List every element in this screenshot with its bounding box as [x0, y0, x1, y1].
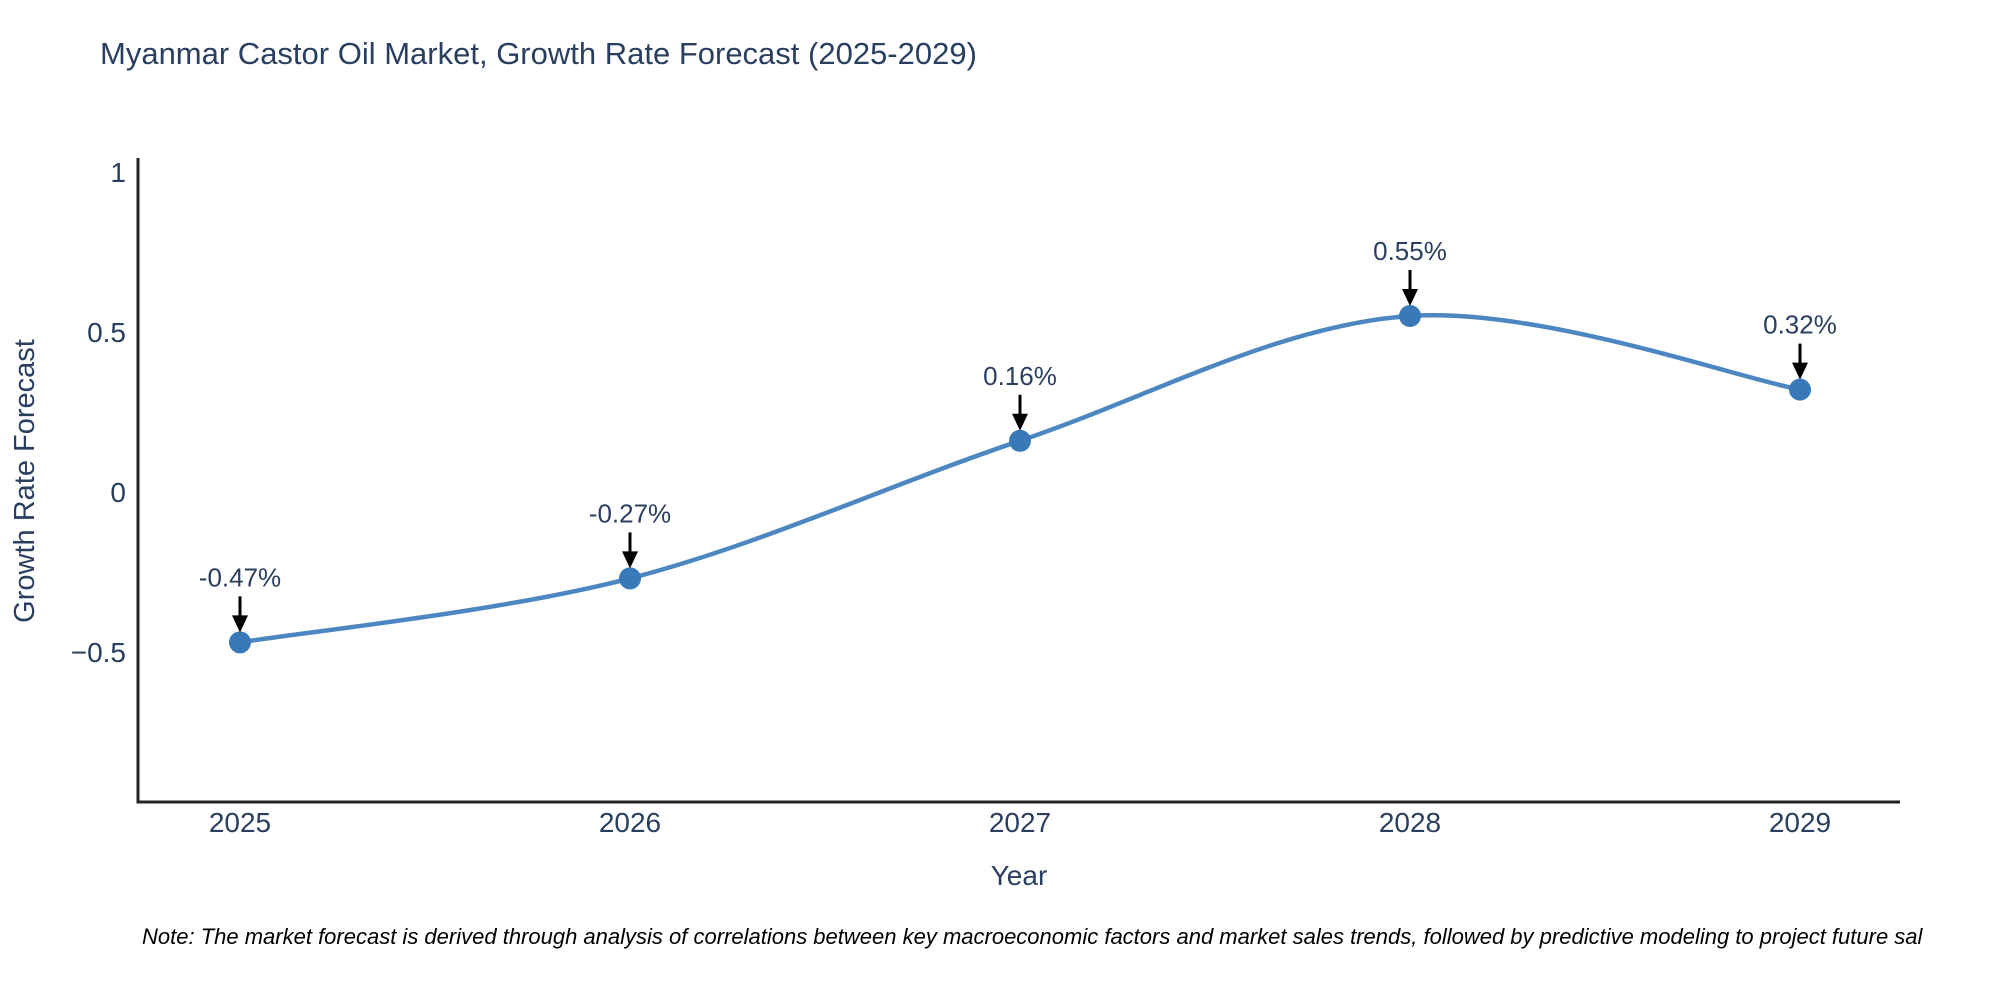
- annotation-arrowhead-icon: [1792, 362, 1808, 380]
- data-point-marker[interactable]: [1399, 305, 1421, 327]
- annotations-layer: -0.47% -0.27% 0.16% 0.55% 0.32%: [199, 236, 1837, 633]
- ticks-layer: 1 0.5 0 −0.5 2025 2026 2027 2028 2029: [71, 157, 1831, 838]
- x-tick-label: 2028: [1379, 807, 1441, 838]
- annotation-arrowhead-icon: [1012, 413, 1028, 431]
- x-tick-label: 2025: [209, 807, 271, 838]
- y-tick-label: −0.5: [71, 637, 126, 668]
- data-point-label: -0.47%: [199, 562, 281, 592]
- line-series: [229, 305, 1811, 654]
- data-point-marker[interactable]: [229, 631, 251, 654]
- axis-spines: [136, 158, 1900, 804]
- data-point-marker[interactable]: [1789, 378, 1811, 401]
- axes-layer: [136, 158, 1900, 804]
- y-tick-label: 0.5: [87, 317, 126, 348]
- y-tick-label: 1: [110, 157, 126, 188]
- data-point-marker[interactable]: [1009, 429, 1031, 452]
- data-point-label: 0.16%: [983, 361, 1057, 391]
- y-tick-label: 0: [110, 477, 126, 508]
- x-tick-label: 2026: [599, 807, 661, 838]
- chart-title: Myanmar Castor Oil Market, Growth Rate F…: [100, 36, 977, 71]
- data-point-label: 0.32%: [1763, 310, 1837, 340]
- data-point-marker[interactable]: [619, 567, 641, 590]
- data-point-label: -0.27%: [589, 498, 671, 528]
- x-tick-label: 2029: [1769, 807, 1831, 838]
- data-point-label: 0.55%: [1373, 236, 1447, 266]
- y-axis-title: Growth Rate Forecast: [9, 339, 41, 623]
- x-tick-label: 2027: [989, 807, 1051, 838]
- annotation-arrowhead-icon: [622, 551, 638, 569]
- annotation-arrowhead-icon: [232, 615, 248, 633]
- annotation-arrowhead-icon: [1402, 289, 1418, 306]
- x-axis-title: Year: [991, 860, 1048, 891]
- methodology-note: Note: The market forecast is derived thr…: [142, 924, 1923, 949]
